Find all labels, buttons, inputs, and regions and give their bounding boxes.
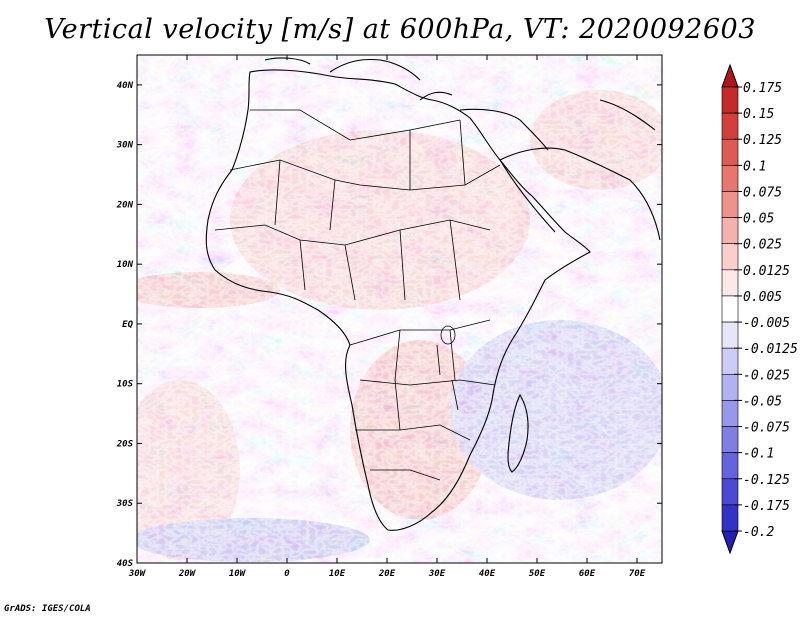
colorbar-swatch [721,217,739,245]
x-tick-label: 20E [378,569,396,579]
colorbar-swatch [721,504,739,532]
x-tick-label: 50E [529,569,546,579]
colorbar-swatch [721,86,739,114]
colorbar-swatch [721,452,739,480]
colorbar-label: -0.1 [743,447,774,462]
colorbar-label: -0.025 [743,368,790,383]
colorbar-label: 0.15 [743,107,774,122]
x-tick-label: 30E [428,569,446,579]
y-tick-label: 40S [117,559,134,569]
x-tick-label: 10W [229,569,247,579]
colorbar-label: 0.175 [743,81,782,96]
colorbar-swatch [721,478,739,506]
axis-ticks: 30W 20W 10W 0 10E 20E 30E 40E 50E 60E 70E 40N 30N 20N… [116,55,662,579]
colorbar-label: 0.0125 [743,264,790,279]
colorbar: 0.175 0.15 0.125 0.1 0.075 0.05 0.025 0.0125 0.0… [721,63,798,555]
colorbar-label: -0.05 [743,394,782,409]
colorbar-top-cap [721,63,739,88]
lakes [436,325,459,411]
colorbar-bottom-cap [721,530,739,555]
colorbar-swatch [721,400,739,427]
chart-title: Vertical velocity [m/s] at 600hPa, VT: 2… [44,14,756,45]
map-plot-area [137,55,662,563]
x-tick-label: 40E [479,569,496,579]
colorbar-swatch [721,321,739,349]
y-tick-label: 10N [117,260,134,270]
colorbar-swatch [721,295,739,323]
country-borders [214,109,501,481]
colorbar-label: 0.075 [743,185,782,200]
colorbar-label: 0.05 [743,212,774,227]
x-tick-label: 20W [178,569,197,579]
colorbar-swatch [721,243,739,271]
colorbar-label: -0.005 [743,316,790,331]
colorbar-label: 0.025 [743,238,782,253]
colorbar-swatch [721,426,739,453]
colorbar-swatch [721,138,739,166]
x-tick-label: 0 [284,569,290,579]
map-frame [136,54,663,564]
colorbar-label: 0.1 [743,159,766,174]
colorbar-swatch [721,347,739,375]
colorbar-label: -0.0125 [743,342,798,357]
y-tick-label: EQ [122,320,133,330]
y-tick-label: 30N [116,141,134,151]
colorbar-swatch [721,165,739,192]
y-tick-label: 30S [116,499,134,509]
colorbar-swatch [721,191,739,218]
x-tick-label: 60E [579,569,596,579]
y-tick-label: 20N [116,200,134,210]
colorbar-label: -0.2 [743,525,774,540]
y-tick-label: 10S [117,380,134,390]
colorbar-label: -0.125 [743,473,790,488]
colorbar-label: -0.175 [743,499,790,514]
x-tick-label: 30W [128,569,147,579]
colorbar-label: 0.125 [743,133,782,148]
colorbar-swatch [721,373,739,401]
colorbar-label: 0.005 [743,290,782,305]
colorbar-swatch [721,112,739,140]
credit-label: GrADS: IGES/COLA [4,604,91,614]
coastlines [205,57,661,531]
colorbar-swatch [721,269,739,297]
y-tick-label: 20S [116,439,134,449]
field-streaks [137,55,662,563]
colorbar-label: -0.075 [743,421,790,436]
x-tick-label: 10E [329,569,346,579]
y-tick-label: 40N [117,81,134,91]
x-tick-label: 70E [629,569,646,579]
